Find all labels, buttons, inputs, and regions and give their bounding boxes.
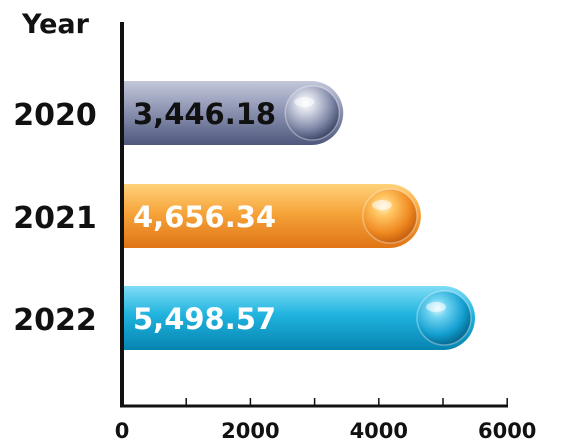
category-label-2022: 2022: [13, 303, 97, 338]
bar-body-2022: [122, 286, 476, 350]
bar-ball-2022: [416, 290, 472, 346]
x-ticks-layer: 0 2000 4000 6000: [115, 398, 536, 443]
bar-2021: [122, 184, 421, 248]
x-tick-label: 0: [115, 419, 130, 443]
x-tick-label: 6000: [478, 419, 536, 443]
bar-ball-highlight-2021: [371, 200, 392, 210]
labels-layer: 2020 3,446.18 2021 4,656.34 2022 5,498.57: [13, 97, 276, 338]
bar-ball-highlight-2020: [294, 97, 315, 107]
category-label-2020: 2020: [13, 98, 97, 133]
bar-2022: [122, 286, 476, 350]
y-axis-title: Year: [21, 9, 90, 40]
value-label-2020: 3,446.18: [133, 97, 276, 131]
value-label-2022: 5,498.57: [133, 302, 276, 336]
bar-ball-2021: [362, 188, 418, 244]
bar-ball-2020: [284, 85, 340, 141]
x-tick-label: 2000: [221, 419, 279, 443]
bar-body-2020: [122, 81, 344, 145]
bar-2020: [122, 81, 344, 145]
bars-layer: [122, 81, 476, 350]
bar-body-2021: [122, 184, 421, 248]
x-tick-label: 4000: [350, 419, 408, 443]
category-label-2021: 2021: [13, 201, 97, 236]
bar-ball-highlight-2022: [426, 302, 447, 312]
value-label-2021: 4,656.34: [133, 200, 276, 234]
